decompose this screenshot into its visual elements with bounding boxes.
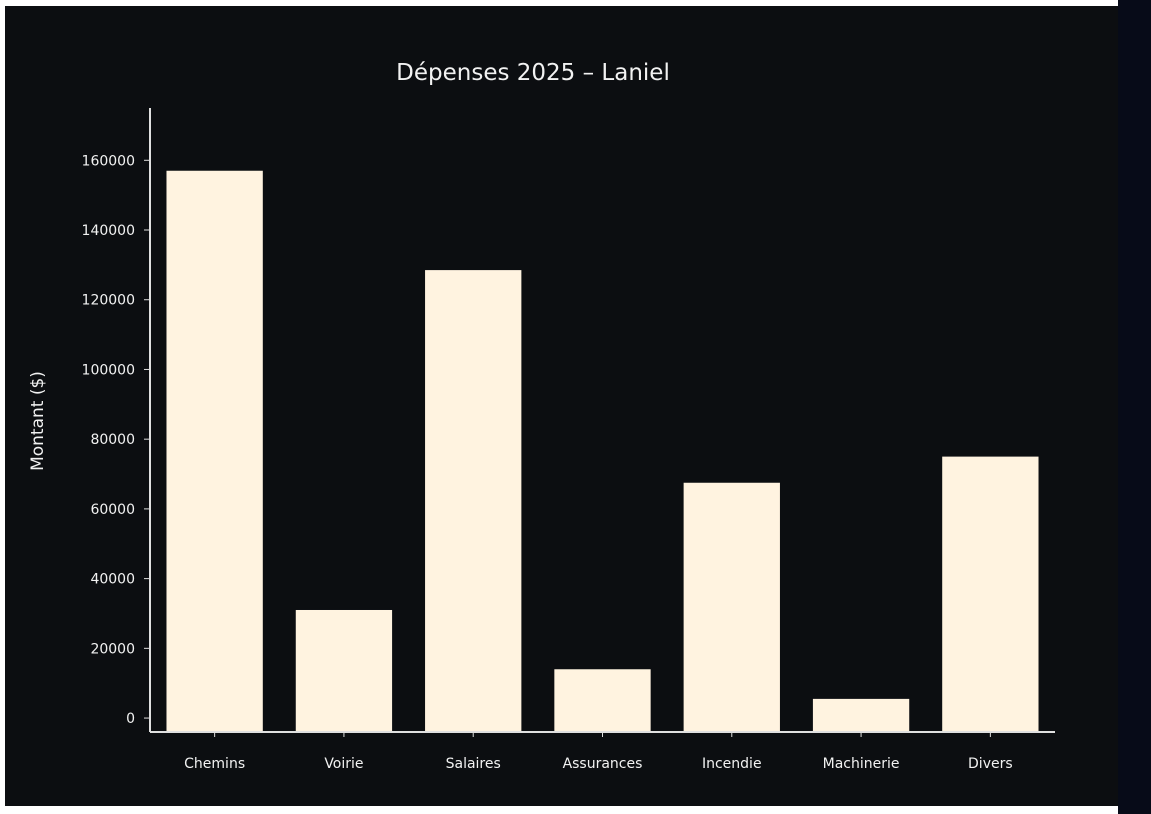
bar-incendie xyxy=(683,482,780,732)
bar-assurances xyxy=(554,669,651,732)
y-tick-label: 60000 xyxy=(90,502,135,518)
y-tick-label: 40000 xyxy=(90,572,135,588)
x-tick-label: Voirie xyxy=(324,756,363,772)
y-tick-label: 80000 xyxy=(90,432,135,448)
x-tick-label: Assurances xyxy=(563,756,643,772)
side-panel xyxy=(1118,0,1151,814)
top-border xyxy=(0,0,1151,6)
y-axis-label: Montant ($) xyxy=(28,371,48,471)
bar-chemins xyxy=(166,170,263,732)
x-tick-label: Salaires xyxy=(446,756,501,772)
y-tick-label: 0 xyxy=(126,711,135,727)
bar-voirie xyxy=(295,609,393,732)
y-tick-label: 160000 xyxy=(82,153,135,169)
y-tick-label: 120000 xyxy=(82,293,135,309)
chart-title: Dépenses 2025 – Laniel xyxy=(396,60,670,86)
left-border xyxy=(0,0,5,814)
x-ticks-group: Chemins Voirie Salaires Assurances Incendie M… xyxy=(184,732,1013,772)
bar-salaires xyxy=(425,270,522,732)
bar-divers xyxy=(942,456,1039,732)
x-tick-label: Incendie xyxy=(702,756,762,772)
x-tick-label: Machinerie xyxy=(823,756,900,772)
y-ticks-group: 0 20000 40000 60000 80000 100000 120000 140000 1… xyxy=(82,153,150,727)
bars-group xyxy=(166,170,1039,732)
y-tick-label: 100000 xyxy=(82,362,135,378)
bar-machinerie xyxy=(812,698,910,732)
x-tick-label: Divers xyxy=(968,756,1013,772)
bottom-border xyxy=(0,806,1151,814)
y-tick-label: 140000 xyxy=(82,223,135,239)
x-tick-label: Chemins xyxy=(184,756,245,772)
y-tick-label: 20000 xyxy=(90,641,135,657)
